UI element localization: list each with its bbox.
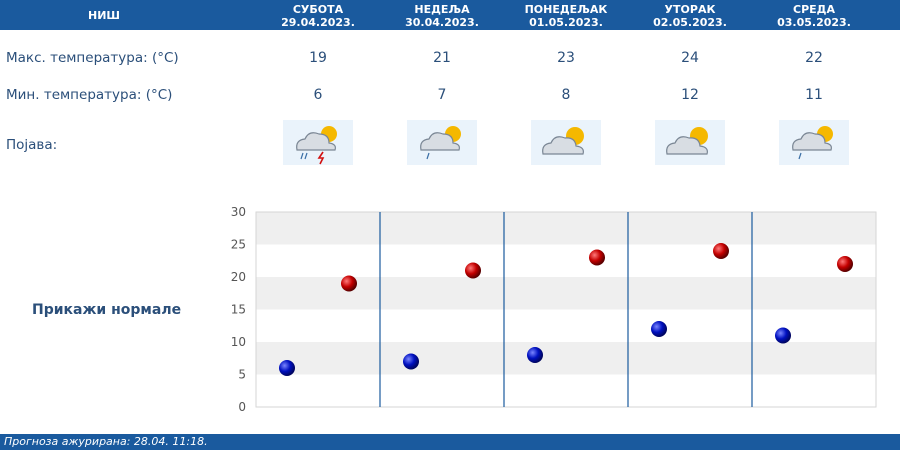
max-temperature-point	[713, 243, 729, 259]
max-temp-value: 21	[433, 50, 451, 66]
grid-band	[256, 244, 876, 277]
phenomenon-label: Појава:	[6, 137, 58, 153]
day-header-saturday: СУБОТА 29.04.2023.	[263, 3, 373, 29]
grid-band	[256, 374, 876, 407]
min-temperature-label: Мин. температура: (°C)	[6, 87, 173, 103]
day-header-monday: ПОНЕДЕЉАК 01.05.2023.	[511, 3, 621, 29]
min-temperature-point	[775, 327, 791, 344]
min-temperature-point	[527, 347, 543, 363]
day-name: ПОНЕДЕЉАК	[524, 3, 608, 16]
y-tick-label: 5	[238, 368, 246, 382]
max-temp-value: 19	[309, 50, 327, 66]
cloud-sun-icon	[655, 120, 725, 165]
cloud-sun-rain-icon	[779, 120, 849, 165]
day-name: НЕДЕЉА	[414, 3, 470, 16]
y-tick-label: 25	[231, 238, 246, 252]
y-tick-label: 0	[238, 400, 246, 414]
min-temp-value: 8	[561, 87, 571, 103]
temperature-chart: 0 5 10 15 20 25 30	[231, 205, 877, 414]
min-temperature-point	[279, 360, 295, 376]
grid-band	[256, 277, 876, 310]
max-temperature-label: Макс. температура: (°C)	[6, 50, 179, 66]
min-temp-value: 7	[437, 87, 447, 103]
cloud-sun-rain-icon	[407, 120, 477, 165]
day-header-wednesday: СРЕДА 03.05.2023.	[759, 3, 869, 29]
cloud-sun-rain-thunder-icon	[283, 120, 353, 165]
forecast-header: НИШ СУБОТА 29.04.2023. НЕДЕЉА 30.04.2023…	[0, 0, 900, 30]
grid-band	[256, 212, 876, 245]
min-temperature-point	[403, 353, 419, 370]
min-temp-value: 12	[681, 87, 699, 103]
day-name: СУБОТА	[292, 3, 344, 16]
y-tick-label: 20	[231, 270, 246, 284]
cloud-sun-icon	[531, 120, 601, 165]
grid-band	[256, 309, 876, 342]
y-tick-label: 15	[231, 303, 246, 317]
max-temp-value: 23	[557, 50, 575, 66]
max-temperature-point	[589, 249, 605, 266]
max-temperature-point	[341, 275, 357, 292]
min-temp-value: 11	[805, 87, 823, 103]
day-date: 03.05.2023.	[777, 16, 851, 29]
max-temperature-point	[837, 256, 853, 272]
forecast-updated-text: Прогноза ажурирана: 28.04. 11:18.	[4, 435, 208, 448]
city-name: НИШ	[88, 9, 121, 22]
max-temp-value: 24	[681, 50, 699, 66]
day-name: УТОРАК	[664, 3, 716, 16]
plot-frame	[255, 211, 877, 408]
min-temp-value: 6	[313, 87, 323, 103]
day-date: 30.04.2023.	[405, 16, 479, 29]
y-tick-label: 30	[231, 205, 246, 219]
day-name: СРЕДА	[793, 3, 835, 16]
grid-band	[256, 342, 876, 375]
max-temp-value: 22	[805, 50, 823, 66]
day-date: 02.05.2023.	[653, 16, 727, 29]
min-temperature-point	[651, 321, 667, 337]
y-tick-label: 10	[231, 335, 246, 349]
footer-bar: Прогноза ажурирана: 28.04. 11:18.	[0, 434, 900, 450]
show-normals-link[interactable]: Прикажи нормале	[32, 302, 182, 318]
day-header-tuesday: УТОРАК 02.05.2023.	[635, 3, 745, 29]
day-date: 01.05.2023.	[529, 16, 603, 29]
day-header-sunday: НЕДЕЉА 30.04.2023.	[387, 3, 497, 29]
max-temperature-point	[465, 262, 481, 279]
day-date: 29.04.2023.	[281, 16, 355, 29]
